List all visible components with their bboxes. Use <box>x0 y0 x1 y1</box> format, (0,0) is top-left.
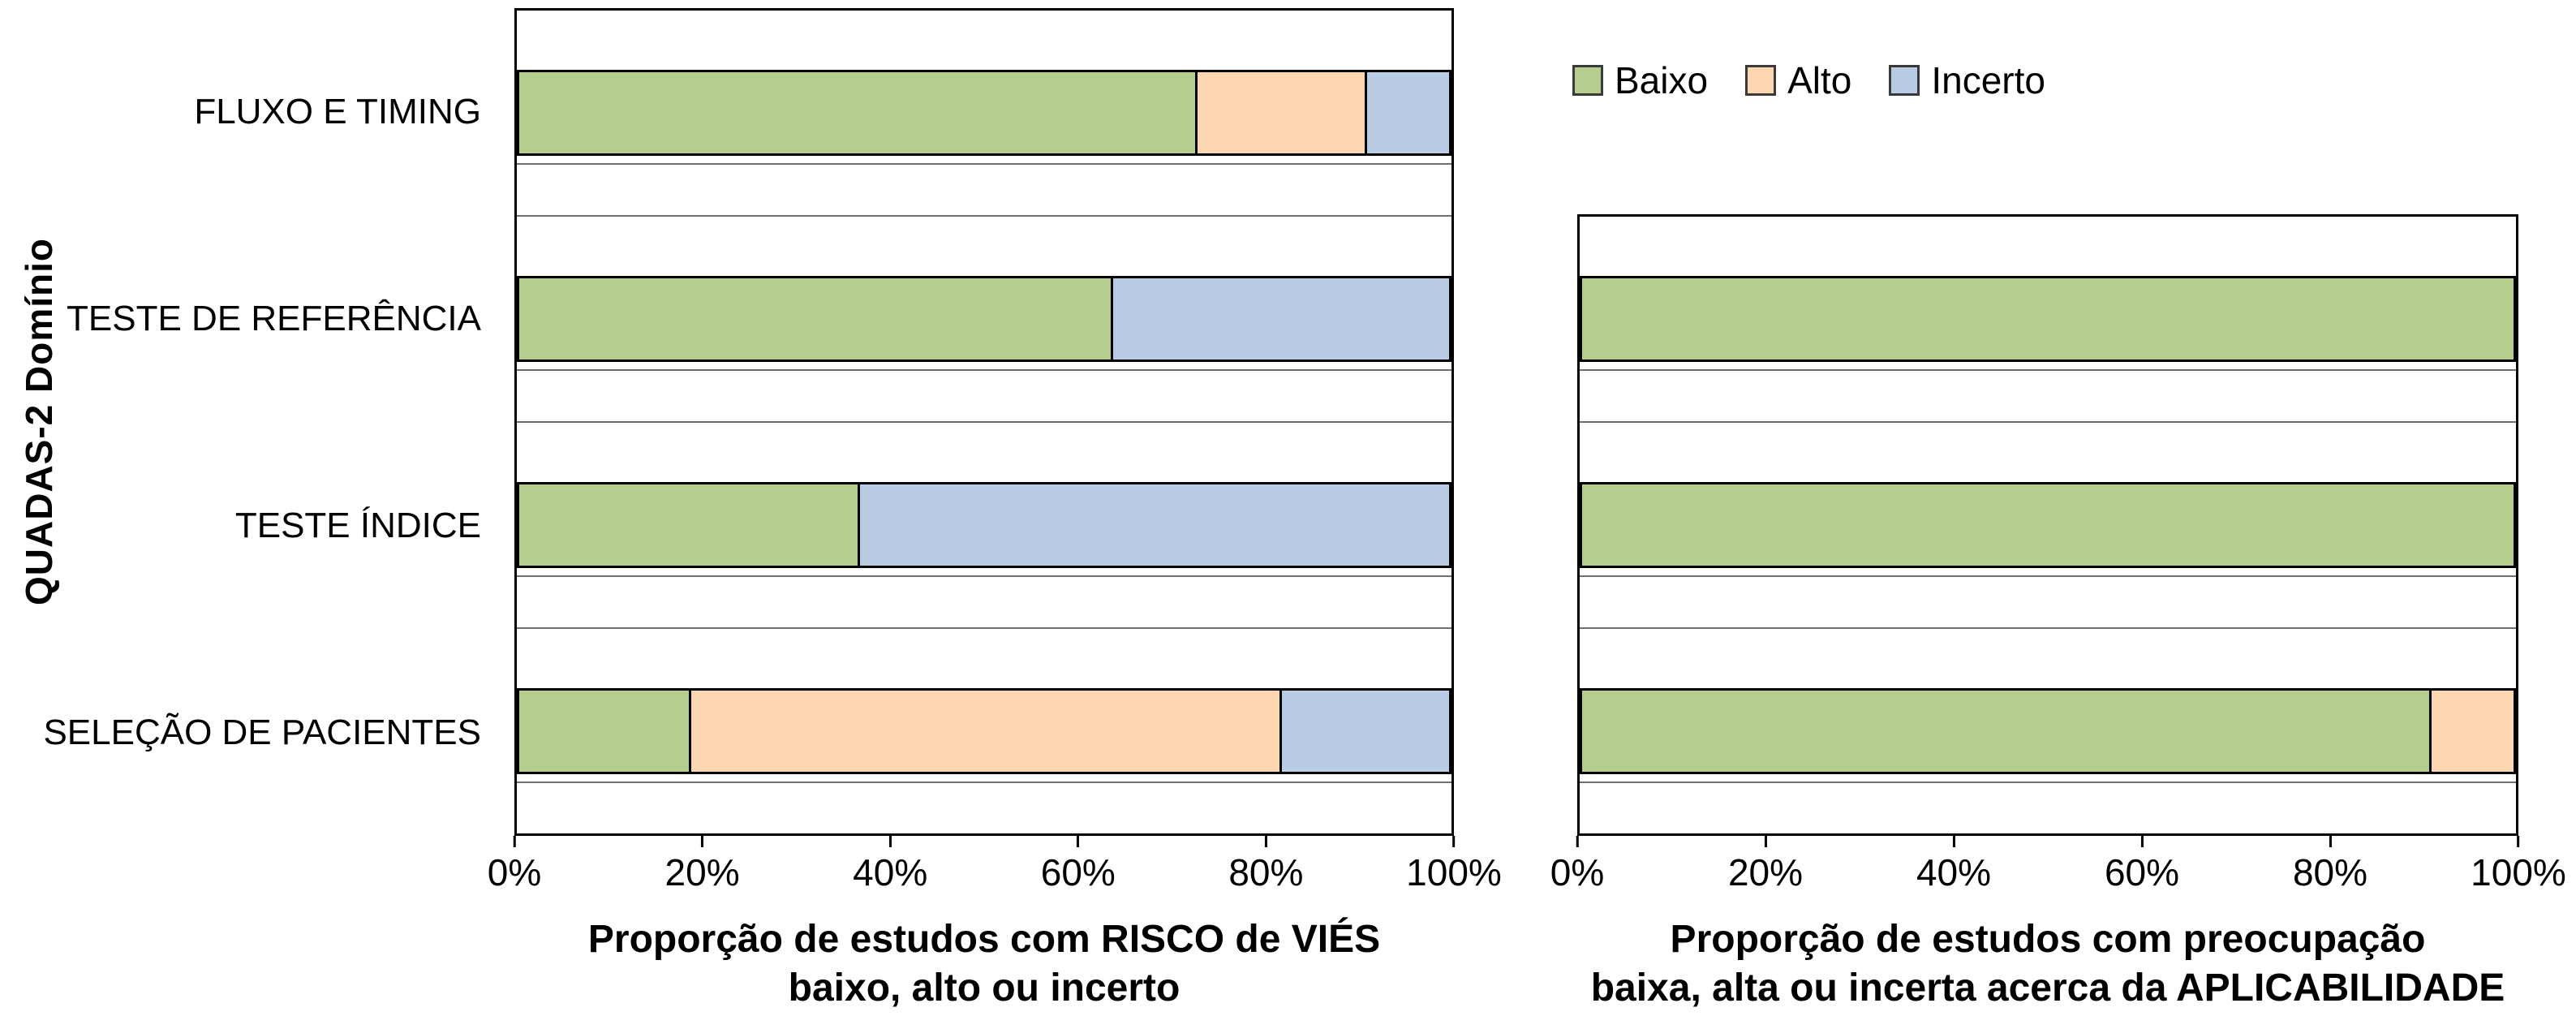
x-axis-title-left-line1: Proporção de estudos com RISCO de VIÉS <box>587 918 1381 961</box>
legend: Baixo Alto Incerto <box>1572 58 2045 102</box>
x-axis-title-right: Proporção de estudos com preocupação bai… <box>1529 915 2567 1013</box>
x-tick-label: 100% <box>2471 851 2566 893</box>
x-tick-label: 20% <box>1727 851 1804 893</box>
category-label-teste-de-referencia: TESTE DE REFERÊNCIA <box>67 298 481 338</box>
x-axis-title-left-line2: baixo, alto ou incerto <box>788 967 1180 1010</box>
applicability-plot-area <box>1577 214 2518 836</box>
x-tick: 100% <box>2471 836 2566 894</box>
x-tick: 0% <box>1550 836 1604 894</box>
x-tick-label: 40% <box>853 851 928 893</box>
stacked-bar-teste-de-referencia <box>1580 276 2516 362</box>
x-tick: 60% <box>1041 836 1116 894</box>
stacked-bar-selecao-de-pacientes <box>1580 688 2516 774</box>
stacked-bar-fluxo-e-timing <box>517 70 1451 156</box>
legend-swatch-alto <box>1745 65 1777 96</box>
x-tick: 20% <box>1728 836 1803 894</box>
bar-segment-incerto <box>1110 278 1449 360</box>
x-axis-title-right-line1: Proporção de estudos com preocupação <box>1670 918 2426 961</box>
bar-segment-alto <box>1195 72 1365 153</box>
bar-segment-baixo <box>519 484 858 566</box>
x-tick-label: 60% <box>1040 851 1116 893</box>
category-label-selecao-de-pacientes: SELEÇÃO DE PACIENTES <box>43 712 481 752</box>
x-axis-left: 0% 20% 40% 60% 80% 100% <box>488 836 1502 901</box>
bar-segment-baixo <box>519 691 689 772</box>
x-axis-title-left: Proporção de estudos com RISCO de VIÉS b… <box>482 915 1486 1013</box>
x-tick: 60% <box>2105 836 2179 894</box>
tick-mark <box>2140 836 2144 847</box>
bar-row-teste-de-referencia <box>1580 217 2516 423</box>
x-tick-label: 80% <box>2292 851 2368 893</box>
category-label-teste-indice: TESTE ÍNDICE <box>234 505 481 545</box>
bar-segment-baixo <box>1582 691 2429 772</box>
bar-row-fluxo-e-timing <box>517 11 1451 217</box>
bar-segment-baixo <box>1582 278 2514 360</box>
tick-mark <box>1764 836 1767 847</box>
bar-segment-incerto <box>1364 72 1449 153</box>
legend-label-incerto: Incerto <box>1931 59 2045 101</box>
x-tick: 0% <box>488 836 541 894</box>
tick-mark <box>888 836 892 847</box>
bar-segment-alto <box>2428 691 2514 772</box>
legend-swatch-incerto <box>1889 65 1920 96</box>
legend-label-alto: Alto <box>1787 59 1852 101</box>
tick-mark <box>513 836 516 847</box>
bar-segment-baixo <box>519 72 1196 153</box>
x-tick-label: 40% <box>1916 851 1992 893</box>
x-tick: 100% <box>1406 836 1502 894</box>
category-label-fluxo-e-timing: FLUXO E TIMING <box>194 91 481 131</box>
bar-row-teste-indice <box>517 423 1451 629</box>
legend-item-baixo: Baixo <box>1572 58 1708 102</box>
bar-row-selecao-de-pacientes <box>517 629 1451 833</box>
tick-mark <box>1077 836 1080 847</box>
tick-mark <box>1264 836 1267 847</box>
x-axis-right: 0% 20% 40% 60% 80% 100% <box>1550 836 2566 901</box>
x-tick: 20% <box>665 836 740 894</box>
stacked-bar-selecao-de-pacientes <box>517 688 1451 774</box>
tick-mark <box>2517 836 2520 847</box>
bar-segment-alto <box>688 691 1280 772</box>
legend-swatch-baixo <box>1572 65 1603 96</box>
x-tick-label: 0% <box>487 851 542 893</box>
bar-segment-incerto <box>1279 691 1449 772</box>
x-tick-label: 20% <box>664 851 740 893</box>
bar-segment-baixo <box>1582 484 2514 566</box>
stacked-bar-teste-indice <box>517 482 1451 568</box>
y-axis-title: QUADAS-2 Domínio <box>18 238 60 606</box>
x-tick: 80% <box>1228 836 1303 894</box>
x-tick-label: 80% <box>1228 851 1304 893</box>
tick-mark <box>2329 836 2332 847</box>
stacked-bar-teste-indice <box>1580 482 2516 568</box>
risk-of-bias-plot-area <box>514 8 1454 836</box>
x-tick: 40% <box>1916 836 1991 894</box>
tick-mark <box>1452 836 1456 847</box>
tick-mark <box>1952 836 1955 847</box>
legend-item-incerto: Incerto <box>1889 58 2045 102</box>
x-tick-label: 100% <box>1406 851 1502 893</box>
tick-mark <box>701 836 704 847</box>
tick-mark <box>1576 836 1579 847</box>
legend-item-alto: Alto <box>1745 58 1851 102</box>
bar-row-selecao-de-pacientes <box>1580 629 2516 833</box>
bar-row-teste-de-referencia <box>517 217 1451 423</box>
category-labels: FLUXO E TIMING TESTE DE REFERÊNCIA TESTE… <box>43 8 499 836</box>
x-tick: 40% <box>853 836 927 894</box>
bar-segment-incerto <box>858 484 1449 566</box>
legend-label-baixo: Baixo <box>1615 59 1709 101</box>
x-tick: 80% <box>2293 836 2367 894</box>
x-tick-label: 60% <box>2104 851 2180 893</box>
x-tick-label: 0% <box>1550 851 1605 893</box>
x-axis-title-right-line2: baixa, alta ou incerta acerca da APLICAB… <box>1590 967 2505 1010</box>
stacked-bar-teste-de-referencia <box>517 276 1451 362</box>
bar-segment-baixo <box>519 278 1111 360</box>
bar-row-teste-indice <box>1580 423 2516 629</box>
